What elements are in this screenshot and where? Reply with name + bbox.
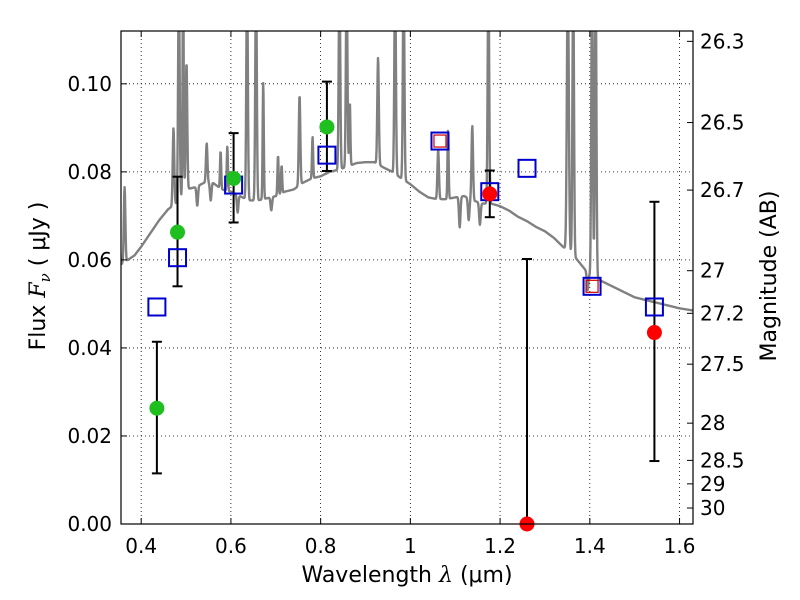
magnitude-tick-label: 27.5 bbox=[700, 352, 745, 376]
model-square bbox=[582, 276, 602, 296]
x-tick-label: 1.4 bbox=[574, 534, 606, 558]
model-square bbox=[147, 297, 167, 317]
observed-point bbox=[482, 186, 498, 202]
y2-axis-title: Magnitude (AB) bbox=[757, 191, 782, 362]
model-square bbox=[644, 297, 664, 317]
magnitude-tick-label: 26.3 bbox=[700, 29, 745, 53]
magnitude-tick-label: 30 bbox=[700, 496, 725, 520]
model-photometry-squares bbox=[147, 131, 664, 317]
magnitude-tick-label: 27.2 bbox=[700, 301, 745, 325]
y-tick-label: 0.10 bbox=[67, 72, 112, 96]
y-tick-label: 0.02 bbox=[67, 424, 112, 448]
magnitude-tick-label: 28.5 bbox=[700, 448, 745, 472]
observed-photometry-points bbox=[149, 119, 662, 532]
observed-point bbox=[226, 170, 242, 186]
observed-point bbox=[149, 400, 165, 416]
y-tick-label: 0.04 bbox=[67, 336, 112, 360]
x-axis-title: Wavelength λ (μm) bbox=[301, 563, 512, 588]
observed-point bbox=[170, 224, 186, 240]
axis-ticks bbox=[121, 31, 693, 525]
model-square-inner bbox=[585, 279, 599, 293]
y-tick-labels: 0.00 0.02 0.04 0.06 0.08 0.10 bbox=[67, 72, 112, 536]
x-tick-label: 1 bbox=[404, 534, 417, 558]
y-tick-label: 0.00 bbox=[67, 512, 112, 536]
y-tick-label: 0.08 bbox=[67, 160, 112, 184]
spectrum-layer bbox=[121, 31, 693, 312]
x-tick-label: 0.8 bbox=[305, 534, 337, 558]
model-square-inner bbox=[433, 134, 447, 148]
x-tick-label: 1.2 bbox=[484, 534, 516, 558]
x-tick-label: 0.4 bbox=[125, 534, 157, 558]
model-square bbox=[517, 158, 537, 178]
x-tick-labels: 0.4 0.6 0.8 1 1.2 1.4 1.6 bbox=[125, 534, 695, 558]
model-spectrum-line bbox=[121, 31, 693, 312]
model-square bbox=[317, 145, 337, 165]
magnitude-tick-label: 26.5 bbox=[700, 111, 745, 135]
magnitude-tick-label: 27 bbox=[700, 259, 725, 283]
plot-frame bbox=[120, 30, 694, 525]
magnitude-tick-label: 29 bbox=[700, 472, 725, 496]
x-tick-label: 1.6 bbox=[664, 534, 696, 558]
observed-point bbox=[319, 119, 335, 135]
y-tick-label: 0.06 bbox=[67, 248, 112, 272]
observed-point bbox=[646, 325, 662, 341]
y-axis-title: Flux Fν ( μJy ) bbox=[26, 202, 54, 351]
x-tick-label: 0.6 bbox=[215, 534, 247, 558]
model-square bbox=[430, 131, 450, 151]
magnitude-tick-label: 26.7 bbox=[700, 178, 745, 202]
model-square bbox=[168, 248, 188, 268]
magnitude-tick-label: 28 bbox=[700, 411, 725, 435]
